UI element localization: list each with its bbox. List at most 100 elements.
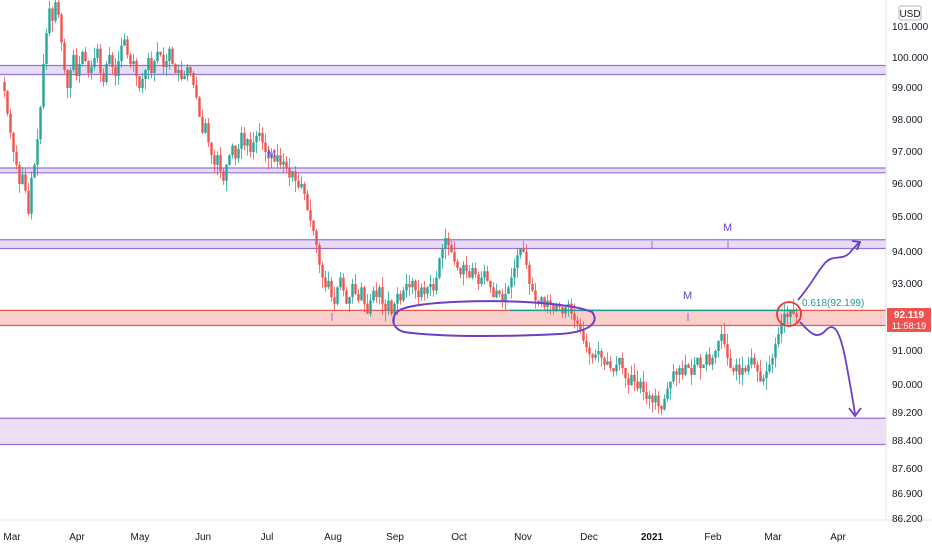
candle-body: [666, 388, 669, 399]
candle-body: [486, 271, 489, 281]
candle-body: [777, 334, 780, 345]
candle-body: [258, 132, 261, 136]
candle-body: [186, 67, 189, 76]
resistance-zone-96: [0, 168, 886, 173]
candle-body: [225, 164, 228, 181]
bearish-projection-path: [799, 321, 856, 415]
candle-body: [27, 190, 30, 214]
candle-body: [81, 51, 84, 64]
candle-body: [606, 361, 609, 365]
candle-body: [624, 368, 627, 379]
x-tick-label: Jul: [261, 532, 274, 543]
candle-body: [639, 381, 642, 389]
candle-body: [129, 54, 132, 64]
candle-body: [726, 344, 729, 358]
candle-body: [771, 357, 774, 365]
last-price-badge: [887, 308, 931, 332]
candle-body: [387, 300, 390, 311]
candle-body: [261, 132, 264, 143]
y-tick-label: 87.600: [892, 464, 923, 475]
candle-body: [432, 284, 435, 291]
candle-body: [744, 368, 747, 372]
candle-body: [693, 364, 696, 375]
y-tick-label: 86.900: [892, 489, 923, 500]
x-tick-label: Jun: [195, 532, 211, 543]
candle-body: [180, 70, 183, 79]
candle-body: [462, 264, 465, 275]
candle-body: [345, 290, 348, 304]
x-tick-label: May: [131, 532, 150, 543]
resistance-zone-94: [0, 239, 886, 249]
candle-body: [570, 303, 573, 314]
candle-body: [525, 252, 528, 265]
candle-body: [729, 357, 732, 368]
candle-body: [609, 361, 612, 368]
candle-body: [783, 313, 786, 324]
candle-body: [273, 155, 276, 162]
y-tick-label: 99.000: [892, 83, 923, 94]
current-price-circle: [776, 301, 802, 327]
candle-body: [30, 177, 33, 214]
x-tick-label: Mar: [764, 532, 782, 543]
candle-body: [549, 300, 552, 304]
candle-body: [435, 277, 438, 291]
candle-body: [102, 73, 105, 82]
candle-body: [18, 164, 21, 184]
candle-body: [591, 354, 594, 358]
candle-body: [60, 14, 63, 43]
candle-body: [504, 293, 507, 301]
candle-body: [405, 284, 408, 291]
candle-body: [663, 399, 666, 410]
candle-body: [774, 344, 777, 358]
candle-body: [303, 184, 306, 194]
candle-body: [678, 368, 681, 375]
candle-body: [756, 364, 759, 372]
candle-body: [255, 136, 258, 143]
candle-body: [471, 268, 474, 278]
candle-body: [177, 70, 180, 73]
candle-body: [96, 48, 99, 58]
candle-body: [414, 280, 417, 291]
candle-body: [747, 364, 750, 372]
candle-body: [657, 395, 660, 406]
candle-body: [384, 303, 387, 311]
candle-body: [294, 171, 297, 181]
candle-body: [243, 132, 246, 146]
candle-body: [393, 303, 396, 314]
candle-body: [240, 132, 243, 149]
candle-body: [585, 340, 588, 348]
currency-badge[interactable]: [898, 5, 922, 21]
candle-body: [741, 368, 744, 375]
candle-body: [669, 381, 672, 389]
candle-body: [378, 287, 381, 298]
y-tick-label: 89.200: [892, 408, 923, 419]
candle-body: [420, 287, 423, 298]
candle-body: [351, 284, 354, 298]
y-tick-label: 88.400: [892, 436, 923, 447]
candle-body: [36, 139, 39, 165]
candle-body: [39, 107, 42, 140]
candle-body: [753, 357, 756, 365]
y-tick-label: 98.000: [892, 115, 923, 126]
candle-body: [510, 277, 513, 288]
candle-body: [147, 58, 150, 70]
candle-body: [450, 245, 453, 252]
candle-body: [507, 287, 510, 294]
candle-body: [759, 371, 762, 382]
candle-body: [120, 45, 123, 61]
candle-body: [528, 264, 531, 284]
candle-body: [534, 290, 537, 301]
candle-body: [267, 152, 270, 159]
candle-body: [336, 287, 339, 304]
y-tick-label: 95.000: [892, 212, 923, 223]
candle-body: [780, 323, 783, 334]
candle-body: [153, 61, 156, 73]
candle-body: [588, 347, 591, 355]
candle-body: [468, 271, 471, 278]
candle-body: [717, 340, 720, 351]
candle-body: [594, 354, 597, 358]
candle-body: [465, 264, 468, 272]
candle-body: [204, 123, 207, 133]
fib-label: 0.618(92.199): [802, 298, 864, 309]
